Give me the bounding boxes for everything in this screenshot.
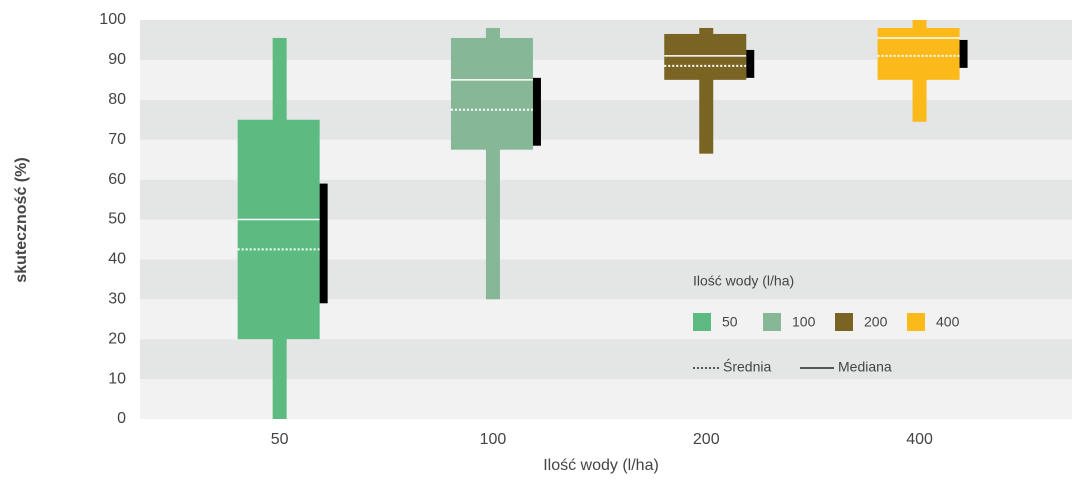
y-tick-label: 20 bbox=[108, 330, 126, 347]
legend-swatch bbox=[763, 313, 781, 331]
grid-band bbox=[140, 339, 1072, 380]
legend-swatch bbox=[693, 313, 711, 331]
x-tick-label: 100 bbox=[480, 431, 507, 448]
interval-bar bbox=[319, 183, 328, 304]
box bbox=[450, 37, 533, 150]
y-tick-label: 70 bbox=[108, 131, 126, 148]
interval-bar bbox=[959, 39, 968, 68]
legend-median-label: Mediana bbox=[838, 359, 892, 375]
legend-mean-label: Średnia bbox=[723, 358, 771, 375]
x-tick-label: 200 bbox=[693, 431, 720, 448]
y-tick-label: 10 bbox=[108, 370, 126, 387]
y-tick-label: 40 bbox=[108, 251, 126, 268]
box bbox=[664, 33, 747, 80]
x-tick-label: 50 bbox=[271, 431, 289, 448]
x-tick-label: 400 bbox=[906, 431, 933, 448]
interval-bar bbox=[532, 77, 541, 146]
y-axis-label: skuteczność (%) bbox=[13, 157, 30, 282]
legend-label: 50 bbox=[722, 314, 738, 330]
legend-swatch bbox=[907, 313, 925, 331]
legend-swatch bbox=[835, 313, 853, 331]
y-tick-label: 90 bbox=[108, 51, 126, 68]
y-tick-label: 80 bbox=[108, 91, 126, 108]
y-tick-label: 100 bbox=[99, 11, 126, 28]
legend-label: 200 bbox=[864, 314, 888, 330]
legend-label: 100 bbox=[792, 314, 816, 330]
y-tick-label: 50 bbox=[108, 211, 126, 228]
box bbox=[237, 119, 320, 340]
x-axis-label: Ilość wody (l/ha) bbox=[543, 457, 659, 474]
box bbox=[877, 27, 960, 80]
grid-band bbox=[140, 379, 1072, 419]
interval-bar bbox=[746, 49, 755, 78]
legend-title: Ilość wody (l/ha) bbox=[693, 273, 794, 289]
y-tick-label: 60 bbox=[108, 171, 126, 188]
y-tick-label: 0 bbox=[117, 410, 126, 427]
legend-label: 400 bbox=[936, 314, 960, 330]
y-tick-label: 30 bbox=[108, 291, 126, 308]
